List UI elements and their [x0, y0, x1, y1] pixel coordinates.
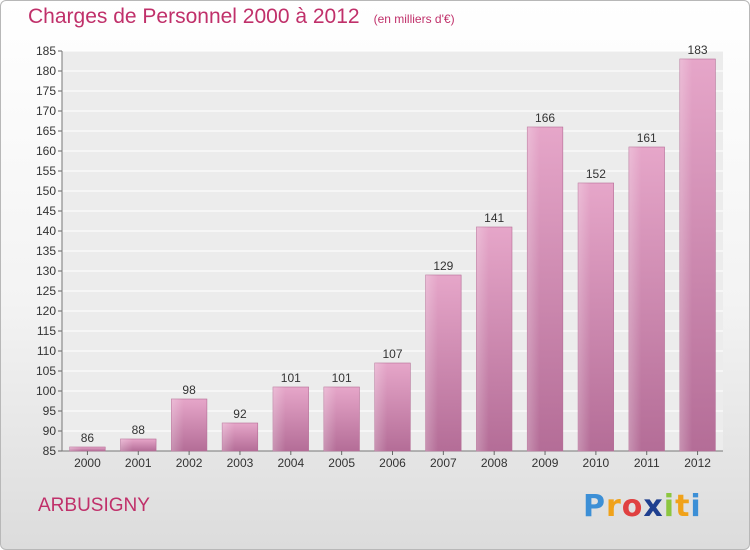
x-tick-label: 2006 [379, 456, 406, 470]
y-tick-label: 175 [36, 84, 56, 98]
data-label: 92 [233, 407, 247, 421]
proxiti-logo: Proxiti [583, 489, 702, 524]
y-tick-label: 170 [36, 104, 56, 118]
logo-letter: P [583, 489, 606, 524]
bar-highlight [171, 399, 184, 451]
logo-letter: i [690, 489, 702, 524]
unit-label: (en milliers d'€) [373, 12, 455, 26]
bar-highlight [374, 363, 388, 451]
logo-letter: i [663, 489, 676, 524]
bar-highlight [425, 275, 439, 451]
logo-letter: o [621, 489, 644, 524]
y-tick-label: 180 [36, 64, 56, 78]
y-tick-label: 105 [36, 364, 56, 378]
y-tick-label: 165 [36, 124, 56, 138]
y-tick-label: 100 [36, 384, 56, 398]
bar-highlight [527, 127, 540, 451]
x-tick-label: 2004 [277, 456, 304, 470]
x-tick-label: 2005 [328, 456, 355, 470]
x-tick-label: 2003 [227, 456, 254, 470]
y-tick-label: 90 [43, 424, 57, 438]
x-tick-label: 2000 [74, 456, 101, 470]
y-tick-label: 110 [37, 344, 56, 358]
x-tick-label: 2001 [125, 456, 152, 470]
data-label: 107 [382, 347, 402, 361]
y-tick-label: 85 [43, 444, 57, 458]
bar-highlight [69, 447, 83, 451]
bar-highlight [323, 387, 337, 451]
bar-highlight [679, 59, 693, 451]
logo-letter: t [675, 489, 691, 524]
data-label: 183 [688, 43, 708, 57]
bar-highlight [476, 227, 489, 451]
y-tick-label: 145 [36, 204, 56, 218]
chart-title: Charges de Personnel 2000 à 2012 (en mill… [28, 5, 455, 28]
commune-name: ARBUSIGNY [38, 495, 150, 516]
data-label: 129 [433, 259, 453, 273]
bar-highlight [120, 439, 133, 451]
y-tick-label: 140 [36, 224, 56, 238]
x-tick-label: 2008 [481, 456, 508, 470]
y-tick-label: 155 [36, 164, 56, 178]
logo-letter: r [606, 489, 622, 524]
y-tick-label: 185 [36, 44, 56, 58]
x-tick-label: 2010 [583, 456, 610, 470]
y-tick-label: 130 [36, 264, 56, 278]
bar-highlight [578, 183, 591, 451]
bar-highlight [222, 423, 235, 451]
data-label: 152 [586, 167, 606, 181]
y-tick-label: 160 [36, 144, 56, 158]
y-tick-label: 115 [37, 324, 56, 338]
data-label: 86 [81, 431, 95, 445]
data-label: 88 [132, 423, 146, 437]
logo-letter: x [643, 489, 664, 524]
x-tick-label: 2012 [684, 456, 711, 470]
data-label: 101 [332, 371, 352, 385]
bar-highlight [273, 387, 286, 451]
y-tick-label: 135 [36, 244, 56, 258]
data-label: 101 [281, 371, 301, 385]
x-tick-label: 2002 [176, 456, 203, 470]
bar-highlight [628, 147, 642, 451]
y-tick-label: 120 [36, 304, 56, 318]
x-tick-label: 2009 [532, 456, 559, 470]
y-tick-label: 95 [43, 404, 57, 418]
data-label: 166 [535, 111, 555, 125]
y-tick-label: 150 [36, 184, 56, 198]
data-label: 98 [182, 383, 196, 397]
x-tick-label: 2011 [634, 456, 660, 470]
y-tick-label: 125 [36, 284, 56, 298]
x-tick-label: 2007 [430, 456, 457, 470]
data-label: 141 [484, 211, 504, 225]
data-label: 161 [637, 131, 657, 145]
